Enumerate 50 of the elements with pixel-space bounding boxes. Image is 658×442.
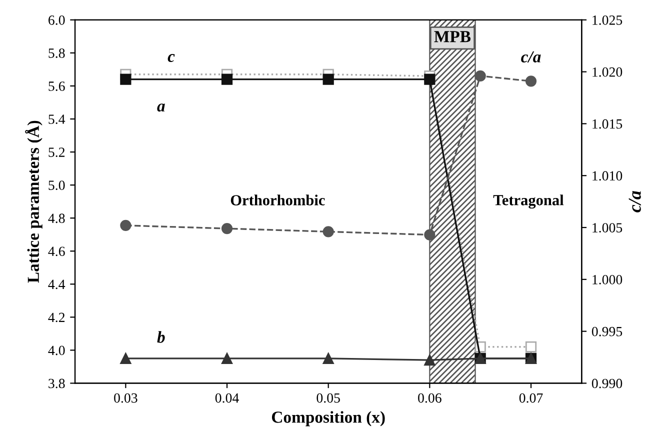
x-tick-label: 0.05 — [316, 393, 340, 403]
point — [221, 74, 233, 85]
point — [424, 74, 436, 85]
point — [474, 70, 486, 82]
y-tick-label: 4.4 — [48, 280, 66, 290]
y-tick-label: 5.4 — [48, 114, 66, 124]
point — [120, 74, 132, 85]
y2-tick-label: 0.990 — [592, 378, 622, 388]
y2-axis-title: c/a — [628, 190, 641, 212]
point — [525, 76, 537, 87]
point — [120, 220, 132, 231]
y2-tick-label: 0.995 — [592, 326, 622, 336]
series-label: b — [157, 331, 165, 343]
y-tick-label: 6.0 — [48, 15, 65, 25]
y-tick-label: 5.6 — [48, 82, 65, 91]
band-label: MPB — [434, 31, 471, 42]
series-label: c — [168, 54, 175, 62]
annotation: Tetragonal — [493, 194, 564, 209]
x-tick-label: 0.04 — [215, 393, 239, 403]
y-tick-label: 5.8 — [48, 48, 65, 58]
point — [120, 352, 132, 364]
x-axis-title: Composition (x) — [272, 411, 385, 426]
point — [424, 354, 436, 366]
x-tick-label: 0.03 — [114, 393, 138, 403]
y-tick-label: 5.0 — [48, 180, 65, 190]
point — [424, 229, 436, 240]
y-tick-label: 4.2 — [48, 312, 65, 322]
y2-tick-label: 1.010 — [592, 171, 622, 181]
y-tick-label: 4.0 — [48, 346, 65, 356]
point — [221, 352, 233, 364]
point — [322, 226, 334, 238]
y-tick-label: 4.6 — [48, 246, 65, 256]
point — [322, 352, 334, 364]
series-label: a — [157, 104, 165, 112]
point — [221, 222, 233, 234]
y2-tick-label: 1.020 — [592, 67, 622, 77]
y-tick-label: 3.8 — [48, 378, 65, 388]
y2-tick-label: 1.005 — [592, 223, 622, 233]
y-tick-label: 4.8 — [48, 214, 65, 224]
y2-tick-label: 1.000 — [592, 274, 622, 284]
y-tick-label: 5.2 — [48, 148, 65, 158]
series-label: c/a — [521, 51, 541, 62]
y2-tick-label: 1.015 — [592, 119, 622, 129]
x-tick-label: 0.07 — [519, 393, 543, 403]
x-tick-label: 0.06 — [418, 393, 442, 403]
point — [322, 74, 334, 85]
point — [525, 341, 537, 352]
annotation: Orthorhombic — [230, 194, 325, 206]
y2-tick-label: 1.025 — [592, 15, 622, 25]
y-axis-title: Lattice parameters (Å) — [25, 120, 42, 283]
